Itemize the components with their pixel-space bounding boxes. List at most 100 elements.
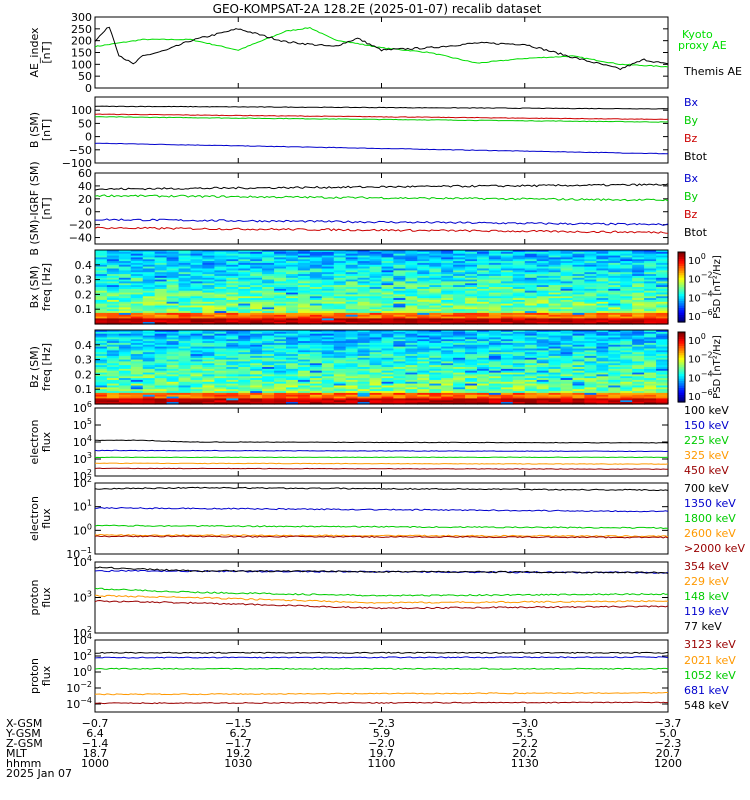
heatmap-cell — [118, 307, 132, 310]
heatmap-cell — [465, 314, 478, 318]
heatmap-cell — [524, 281, 538, 284]
heatmap-cell — [297, 305, 311, 308]
heatmap-cell — [166, 400, 180, 403]
heatmap-cell — [548, 330, 562, 333]
heatmap-cell — [536, 262, 550, 266]
heatmap-cell — [214, 365, 227, 368]
heatmap-cell — [262, 330, 275, 333]
heatmap-cell — [524, 272, 538, 275]
heatmap-cell — [345, 333, 359, 337]
heatmap-cell — [154, 281, 168, 284]
heatmap-cell — [297, 283, 311, 286]
heatmap-cell — [274, 367, 287, 370]
ephemeris-value: −1.5 — [225, 717, 252, 730]
heatmap-cell — [250, 335, 263, 339]
colorbar-cell — [678, 399, 685, 403]
heatmap-cell — [226, 368, 239, 372]
heatmap-cell — [429, 394, 442, 398]
heatmap-cell — [512, 394, 526, 398]
heatmap-cell — [166, 359, 180, 363]
heatmap-cell — [190, 400, 203, 403]
heatmap-cell — [166, 370, 180, 374]
heatmap-cell — [524, 348, 538, 351]
heatmap-cell — [238, 398, 251, 401]
heatmap-cell — [560, 274, 574, 277]
heatmap-cell — [286, 277, 299, 281]
heatmap-cell — [656, 272, 669, 275]
heatmap-cell — [166, 255, 180, 259]
heatmap-cell — [357, 312, 371, 316]
heatmap-cell — [321, 296, 335, 299]
heatmap-cell — [95, 376, 108, 379]
heatmap-cell — [405, 266, 418, 270]
heatmap-cell — [596, 350, 609, 353]
heatmap-cell — [297, 275, 311, 279]
heatmap-cell — [297, 281, 311, 284]
heatmap-cell — [572, 368, 585, 372]
heatmap-cell — [620, 303, 633, 307]
heatmap-cell — [548, 350, 562, 353]
heatmap-cell — [453, 266, 466, 270]
heatmap-cell — [297, 277, 311, 281]
heatmap-cell — [393, 303, 406, 307]
heatmap-cell — [608, 367, 621, 370]
heatmap-cell — [477, 367, 490, 370]
heatmap-cell — [644, 350, 657, 353]
heatmap-cell — [309, 275, 323, 279]
heatmap-cell — [465, 400, 478, 403]
heatmap-cell — [309, 342, 323, 346]
heatmap-cell — [286, 262, 299, 266]
heatmap-cell — [429, 285, 442, 288]
heatmap-cell — [393, 344, 406, 348]
heatmap-cell — [118, 370, 132, 374]
heatmap-cell — [309, 350, 323, 353]
heatmap-cell — [321, 272, 335, 275]
colorbar-label: PSD [nT²/Hz] — [712, 255, 723, 319]
heatmap-cell — [500, 372, 514, 376]
heatmap-cell — [262, 391, 275, 394]
heatmap-cell — [262, 400, 275, 403]
heatmap-cell — [465, 264, 478, 268]
heatmap-cell — [429, 262, 442, 266]
heatmap-cell — [106, 275, 120, 279]
heatmap-cell — [524, 251, 538, 255]
heatmap-cell — [202, 339, 215, 342]
heatmap-cell — [465, 277, 478, 281]
heatmap-cell — [106, 318, 120, 321]
heatmap-cell — [500, 285, 514, 288]
heatmap-cell — [154, 251, 168, 255]
heatmap-cell — [95, 363, 108, 366]
heatmap-cell — [524, 391, 538, 394]
heatmap-cell — [512, 318, 526, 321]
heatmap-cell — [644, 299, 657, 303]
heatmap-cell — [178, 259, 192, 262]
heatmap-cell — [548, 266, 562, 270]
heatmap-cell — [620, 287, 633, 290]
heatmap-cell — [297, 261, 311, 264]
heatmap-cell — [644, 314, 657, 318]
heatmap-cell — [644, 368, 657, 372]
heatmap-cell — [226, 389, 239, 392]
heatmap-cell — [369, 261, 383, 264]
heatmap-cell — [118, 368, 132, 372]
legend-label: 700 keV — [684, 482, 729, 495]
heatmap-cell — [644, 392, 657, 396]
heatmap-cell — [465, 354, 478, 357]
heatmap-cell — [441, 292, 454, 296]
heatmap-cell — [465, 398, 478, 401]
heatmap-cell — [417, 261, 430, 264]
panel-bigrf-frame — [94, 172, 669, 245]
heatmap-cell — [118, 398, 132, 401]
heatmap-cell — [321, 370, 335, 374]
heatmap-cell — [166, 391, 180, 394]
heatmap-cell — [536, 266, 550, 270]
heatmap-cell — [333, 350, 347, 353]
heatmap-cell — [274, 391, 287, 394]
heatmap-cell — [178, 344, 192, 348]
heatmap-cell — [393, 394, 406, 398]
heatmap-cell — [465, 288, 478, 292]
heatmap-cell — [345, 378, 359, 381]
heatmap-cell — [274, 368, 287, 372]
heatmap-cell — [381, 275, 394, 279]
heatmap-cell — [262, 270, 275, 273]
